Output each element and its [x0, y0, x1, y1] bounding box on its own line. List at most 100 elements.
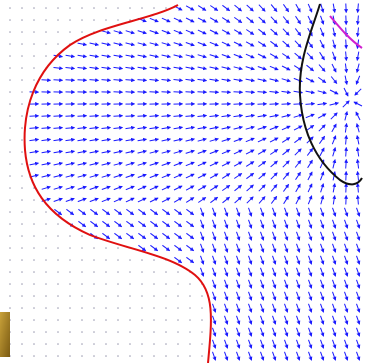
- grid-dot: [45, 43, 47, 45]
- grid-dot: [33, 235, 35, 237]
- grid-dot: [81, 307, 83, 309]
- grid-dot: [9, 91, 11, 93]
- grid-dot: [45, 55, 47, 57]
- grid-dot: [9, 283, 11, 285]
- grid-dot: [45, 211, 47, 213]
- grid-dot: [81, 319, 83, 321]
- field-arrow: [346, 40, 347, 49]
- grid-dot: [21, 199, 23, 201]
- grid-dot: [21, 19, 23, 21]
- grid-dot: [105, 19, 107, 21]
- grid-dot: [69, 331, 71, 333]
- grid-dot: [69, 307, 71, 309]
- grid-dot: [81, 295, 83, 297]
- grid-dot: [33, 79, 35, 81]
- grid-dot: [117, 343, 119, 345]
- grid-dot: [9, 175, 11, 177]
- grid-dot: [201, 319, 203, 321]
- grid-dot: [9, 235, 11, 237]
- grid-dot: [69, 355, 71, 357]
- grid-dot: [45, 31, 47, 33]
- grid-dot: [93, 247, 95, 249]
- grid-dot: [117, 283, 119, 285]
- grid-dot: [153, 355, 155, 357]
- grid-dot: [189, 283, 191, 285]
- grid-dot: [69, 295, 71, 297]
- field-arrow: [126, 116, 135, 117]
- grid-dot: [57, 319, 59, 321]
- grid-dot: [21, 295, 23, 297]
- grid-dot: [45, 343, 47, 345]
- grid-dot: [201, 307, 203, 309]
- field-arrow: [78, 80, 87, 81]
- grid-dot: [81, 343, 83, 345]
- grid-dot: [9, 139, 11, 141]
- grid-dot: [69, 343, 71, 345]
- grid-dot: [141, 295, 143, 297]
- grid-dot: [93, 295, 95, 297]
- grid-dot: [117, 319, 119, 321]
- grid-dot: [153, 331, 155, 333]
- grid-dot: [21, 271, 23, 273]
- grid-dot: [129, 271, 131, 273]
- grid-dot: [81, 235, 83, 237]
- grid-dot: [33, 343, 35, 345]
- grid-dot: [33, 7, 35, 9]
- grid-dot: [21, 211, 23, 213]
- grid-dot: [81, 331, 83, 333]
- page: (() => { const svg = document.getElement…: [0, 0, 370, 363]
- grid-dot: [21, 355, 23, 357]
- grid-dot: [45, 259, 47, 261]
- grid-dot: [21, 163, 23, 165]
- grid-dot: [189, 295, 191, 297]
- grid-dot: [81, 355, 83, 357]
- grid-dot: [93, 259, 95, 261]
- grid-dot: [93, 331, 95, 333]
- grid-dot: [153, 307, 155, 309]
- grid-dot: [165, 307, 167, 309]
- grid-dot: [9, 103, 11, 105]
- grid-dot: [117, 355, 119, 357]
- field-arrow: [66, 80, 75, 81]
- grid-dot: [9, 127, 11, 129]
- grid-dot: [129, 283, 131, 285]
- grid-dot: [9, 271, 11, 273]
- grid-dot: [69, 319, 71, 321]
- grid-dot: [57, 31, 59, 33]
- grid-dot: [21, 175, 23, 177]
- grid-dot: [81, 247, 83, 249]
- grid-dot: [33, 355, 35, 357]
- grid-dot: [93, 271, 95, 273]
- grid-dot: [21, 55, 23, 57]
- grid-dot: [33, 55, 35, 57]
- grid-dot: [57, 343, 59, 345]
- grid-dot: [45, 295, 47, 297]
- grid-dot: [69, 31, 71, 33]
- field-arrow: [138, 116, 147, 117]
- grid-dot: [177, 319, 179, 321]
- grid-dot: [93, 355, 95, 357]
- background: [0, 0, 370, 363]
- grid-dot: [81, 271, 83, 273]
- grid-dot: [81, 259, 83, 261]
- grid-dot: [129, 343, 131, 345]
- grid-dot: [177, 331, 179, 333]
- grid-dot: [21, 259, 23, 261]
- grid-dot: [9, 31, 11, 33]
- grid-dot: [57, 235, 59, 237]
- grid-dot: [165, 7, 167, 9]
- grid-dot: [81, 7, 83, 9]
- grid-dot: [21, 343, 23, 345]
- grid-dot: [105, 319, 107, 321]
- grid-dot: [33, 295, 35, 297]
- grid-dot: [177, 295, 179, 297]
- grid-dot: [93, 7, 95, 9]
- grid-dot: [105, 343, 107, 345]
- grid-dot: [45, 247, 47, 249]
- field-arrow: [42, 80, 51, 81]
- grid-dot: [141, 307, 143, 309]
- grid-dot: [117, 247, 119, 249]
- grid-dot: [21, 127, 23, 129]
- field-arrow: [78, 116, 87, 117]
- grid-dot: [33, 199, 35, 201]
